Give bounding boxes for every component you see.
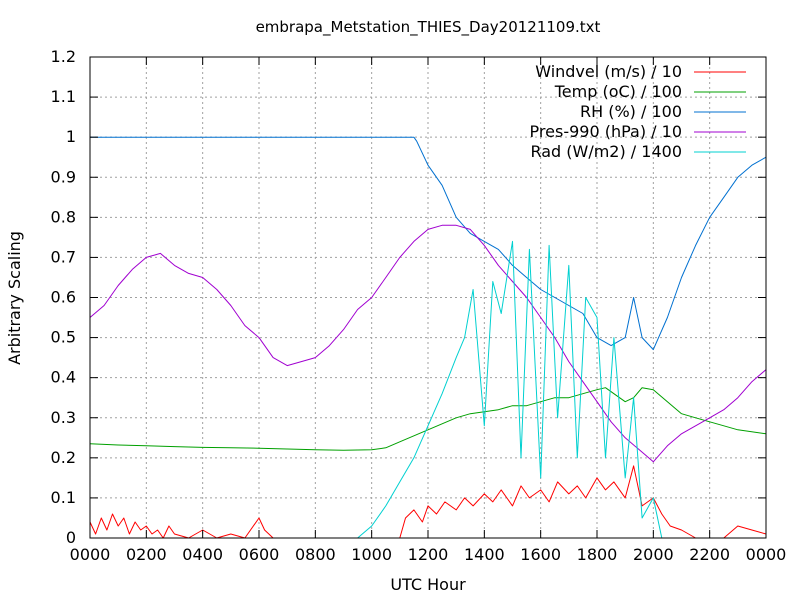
y-tick-label: 0.6 — [51, 288, 76, 307]
x-tick-label: 1000 — [351, 545, 392, 564]
y-tick-label: 0.9 — [51, 167, 76, 186]
y-tick-label: 0.3 — [51, 408, 76, 427]
x-axis-label: UTC Hour — [390, 575, 466, 594]
y-tick-label: 1.2 — [51, 47, 76, 66]
y-tick-label: 1 — [66, 127, 76, 146]
legend-label: Windvel (m/s) / 10 — [535, 62, 682, 81]
ticks-layer: 0000 0200 0400 0600 0800 1000 1200 1400 1600 1800… — [51, 47, 787, 564]
y-tick-label: 1.1 — [51, 87, 76, 106]
series-line-windvel — [89, 465, 767, 539]
x-tick-label: 1400 — [464, 545, 505, 564]
series-line-rh — [90, 136, 767, 351]
series-layer — [89, 136, 767, 539]
x-tick-label: 1600 — [520, 545, 561, 564]
x-tick-label: 0600 — [239, 545, 280, 564]
y-tick-label: 0.5 — [51, 328, 76, 347]
series-line-pres990 — [89, 224, 767, 463]
x-tick-label: 0000 — [70, 545, 111, 564]
chart-title: embrapa_Metstation_THIES_Day20121109.txt — [256, 18, 601, 37]
x-tick-label: 0800 — [295, 545, 336, 564]
x-tick-label: 0400 — [182, 545, 223, 564]
x-tick-label: 1800 — [577, 545, 618, 564]
y-tick-label: 0.8 — [51, 207, 76, 226]
y-tick-label: 0.1 — [51, 488, 76, 507]
legend-label: Pres-990 (hPa) / 10 — [530, 122, 682, 141]
y-tick-label: 0.4 — [51, 368, 76, 387]
legend-label: Rad (W/m2) / 1400 — [530, 142, 682, 161]
x-tick-label: 0000 — [746, 545, 787, 564]
x-tick-label: 2200 — [689, 545, 730, 564]
y-tick-label: 0 — [66, 528, 76, 547]
y-tick-label: 0.2 — [51, 448, 76, 467]
x-tick-label: 0200 — [126, 545, 167, 564]
series-line-temp — [89, 387, 767, 451]
legend-label: RH (%) / 100 — [580, 102, 682, 121]
series-line-rad — [90, 240, 766, 539]
x-tick-label: 2000 — [633, 545, 674, 564]
x-tick-label: 1200 — [408, 545, 449, 564]
y-tick-label: 0.7 — [51, 247, 76, 266]
legend-label: Temp (oC) / 100 — [554, 82, 682, 101]
y-axis-label: Arbitrary Scaling — [5, 231, 24, 365]
